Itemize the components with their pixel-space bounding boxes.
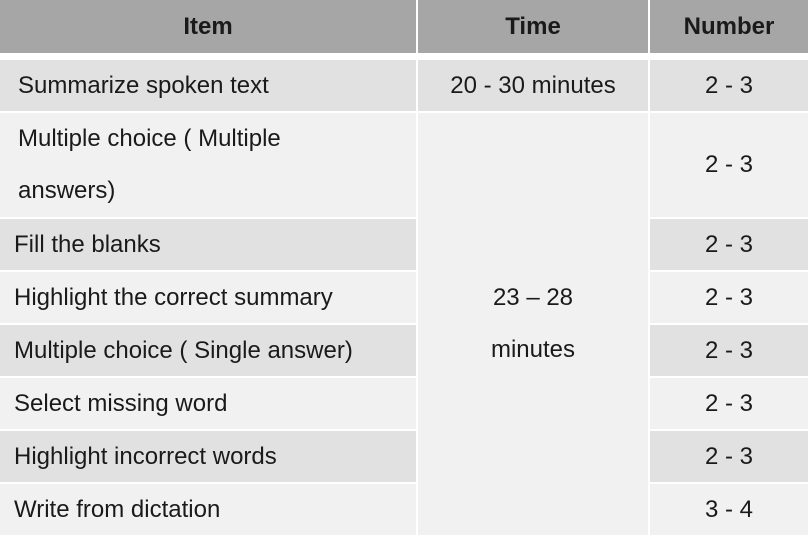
item-cell: Multiple choice ( Single answer) bbox=[0, 325, 418, 378]
number-cell: 2 - 3 bbox=[650, 378, 808, 431]
number-cell: 2 - 3 bbox=[650, 325, 808, 378]
table-row: Fill the blanks 2 - 3 bbox=[0, 219, 808, 272]
table-row: Highlight incorrect words 2 - 3 bbox=[0, 431, 808, 484]
item-cell: Fill the blanks bbox=[0, 219, 418, 272]
number-cell: 2 - 3 bbox=[650, 272, 808, 325]
number-cell: 2 - 3 bbox=[650, 60, 808, 113]
time-line1: 23 – 28 bbox=[492, 284, 574, 311]
header-row: Item Time Number bbox=[0, 0, 808, 60]
header-time: Time bbox=[418, 0, 650, 60]
table-row: Select missing word 2 - 3 bbox=[0, 378, 808, 431]
table-row: Multiple choice ( Single answer) 2 - 3 bbox=[0, 325, 808, 378]
header-number: Number bbox=[650, 0, 808, 60]
number-cell: 2 - 3 bbox=[650, 431, 808, 484]
header-item: Item bbox=[0, 0, 418, 60]
item-cell: Multiple choice ( Multiple answers) bbox=[0, 113, 418, 219]
item-cell: Select missing word bbox=[0, 378, 418, 431]
number-cell: 2 - 3 bbox=[650, 113, 808, 219]
table-row: Write from dictation 3 - 4 bbox=[0, 484, 808, 537]
time-line2: minutes bbox=[490, 336, 576, 363]
items-table: Item Time Number Summarize spoken text 2… bbox=[0, 0, 808, 537]
number-cell: 2 - 3 bbox=[650, 219, 808, 272]
item-cell: Highlight the correct summary bbox=[0, 272, 418, 325]
merged-time-cell: 23 – 28 minutes bbox=[418, 113, 650, 537]
item-cell: Summarize spoken text bbox=[0, 60, 418, 113]
item-cell: Highlight incorrect words bbox=[0, 431, 418, 484]
time-cell: 20 - 30 minutes bbox=[418, 60, 650, 113]
table-row: Multiple choice ( Multiple answers) 23 –… bbox=[0, 113, 808, 537]
table-row: Summarize spoken text 20 - 30 minutes 2 … bbox=[0, 60, 808, 113]
number-cell: 3 - 4 bbox=[650, 484, 808, 537]
item-cell: Write from dictation bbox=[0, 484, 418, 537]
table-row: Highlight the correct summary 2 - 3 bbox=[0, 272, 808, 325]
